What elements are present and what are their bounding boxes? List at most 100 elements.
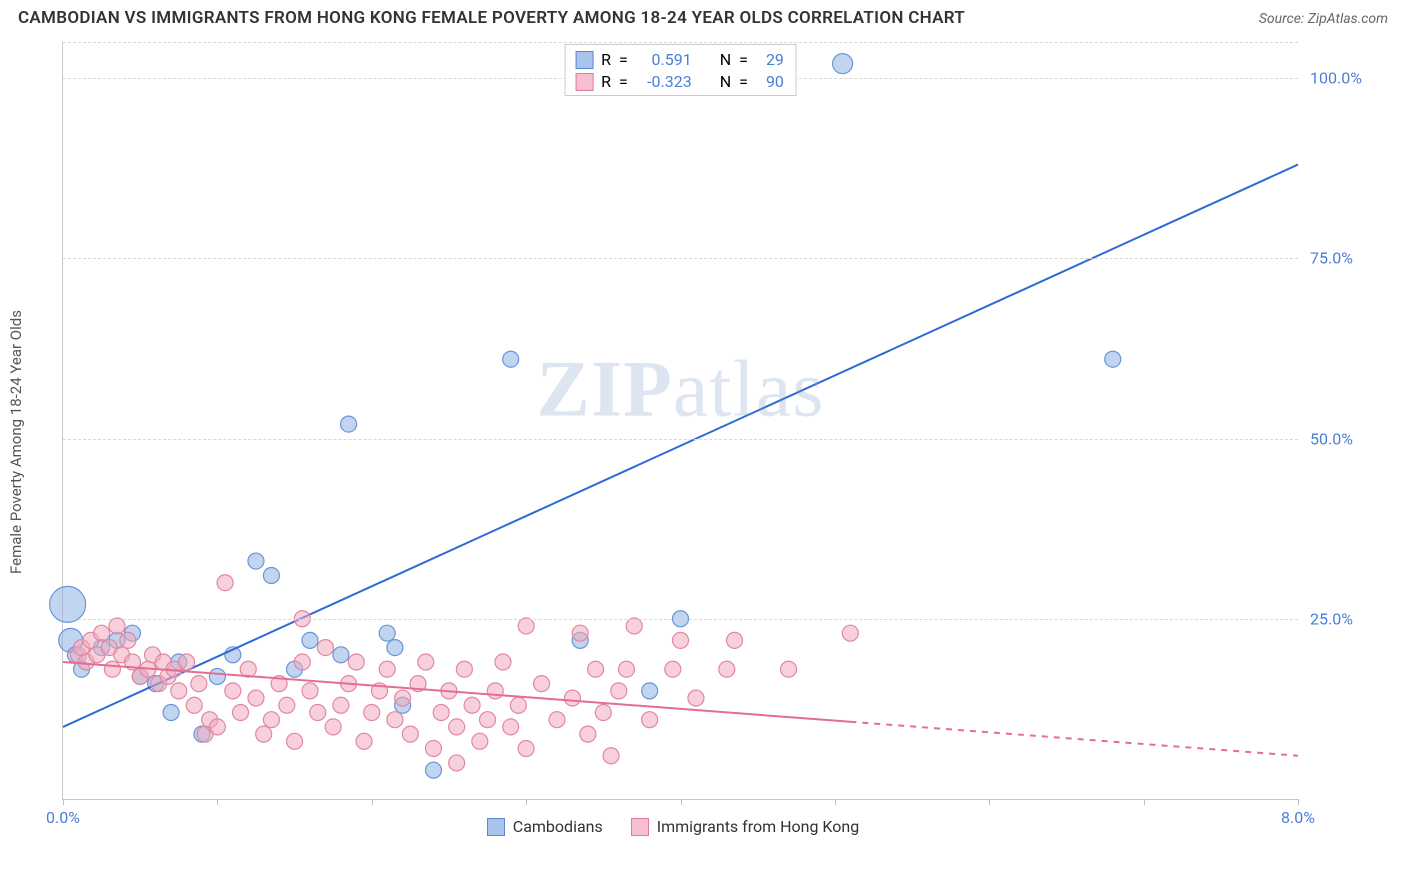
data-point [426,741,442,757]
data-point [256,726,272,742]
legend-label: Cambodians [513,817,603,836]
y-tick-label: 50.0% [1310,429,1380,448]
data-point [588,661,604,677]
data-point [263,712,279,728]
data-point [104,661,120,677]
data-point [379,625,395,641]
legend-label: Immigrants from Hong Kong [657,817,859,836]
legend-item: Cambodians [487,817,603,836]
data-point [418,654,434,670]
data-point [626,618,642,634]
data-point [395,690,411,706]
equals: = [619,49,628,71]
data-point [233,704,249,720]
data-point [510,697,526,713]
data-point [333,647,349,663]
legend-swatch [631,818,649,836]
r-label: R [601,49,611,71]
data-point [642,712,658,728]
gridline [63,258,1298,259]
data-point [163,704,179,720]
n-value: 29 [756,49,784,71]
data-point [387,712,403,728]
data-point [364,704,380,720]
data-point [781,661,797,677]
data-point [287,733,303,749]
data-point [294,654,310,670]
r-value: -0.323 [636,71,692,93]
equals: = [739,71,748,93]
correlation-legend: R=0.591N=29R=-0.323N=90 [564,44,797,96]
data-point [426,762,442,778]
data-point [549,712,565,728]
data-point [248,553,264,569]
data-point [217,575,233,591]
n-label: N [720,49,731,71]
x-tick [63,799,64,805]
x-tick [1144,799,1145,805]
plot-area: ZIPatlas R=0.591N=29R=-0.323N=90 25.0%50… [62,42,1298,800]
data-point [191,676,207,692]
r-value: 0.591 [636,49,692,71]
data-point [580,726,596,742]
gridline [63,439,1298,440]
data-point [248,690,264,706]
data-point [487,683,503,699]
data-point [673,632,689,648]
equals: = [619,71,628,93]
data-point [179,654,195,670]
data-point [325,719,341,735]
legend-swatch [575,73,593,91]
chart-canvas [63,42,1298,799]
data-point [449,755,465,771]
data-point [279,697,295,713]
data-point [564,690,580,706]
data-point [618,661,634,677]
data-point [209,719,225,735]
data-point [603,748,619,764]
x-tick [1298,799,1299,805]
n-label: N [720,71,731,93]
data-point [688,690,704,706]
data-point [310,704,326,720]
data-point [518,741,534,757]
data-point [456,661,472,677]
data-point [503,719,519,735]
data-point [572,625,588,641]
x-tick [372,799,373,805]
data-point [186,697,202,713]
gridline [63,42,1298,43]
header: CAMBODIAN VS IMMIGRANTS FROM HONG KONG F… [0,0,1406,32]
data-point [50,586,86,622]
x-tick [835,799,836,805]
data-point [719,661,735,677]
legend-item: Immigrants from Hong Kong [631,817,859,836]
data-point [317,640,333,656]
legend-row: R=0.591N=29 [575,49,784,71]
data-point [833,54,853,74]
source-attribution: Source: ZipAtlas.com [1259,11,1388,27]
data-point [595,704,611,720]
n-value: 90 [756,71,784,93]
data-point [348,654,364,670]
data-point [341,416,357,432]
data-point [402,726,418,742]
data-point [449,719,465,735]
data-point [495,654,511,670]
data-point [1105,351,1121,367]
legend-row: R=-0.323N=90 [575,71,784,93]
data-point [171,683,187,699]
trend-line-extrapolated [850,722,1298,756]
data-point [387,640,403,656]
legend-swatch [487,818,505,836]
data-point [94,625,110,641]
y-tick-label: 75.0% [1310,249,1380,268]
x-tick [681,799,682,805]
data-point [302,683,318,699]
y-axis-label: Female Poverty Among 18-24 Year Olds [7,310,25,574]
x-tick [217,799,218,805]
series-legend: Cambodians Immigrants from Hong Kong [48,817,1298,836]
gridline [63,619,1298,620]
data-point [209,668,225,684]
data-point [472,733,488,749]
